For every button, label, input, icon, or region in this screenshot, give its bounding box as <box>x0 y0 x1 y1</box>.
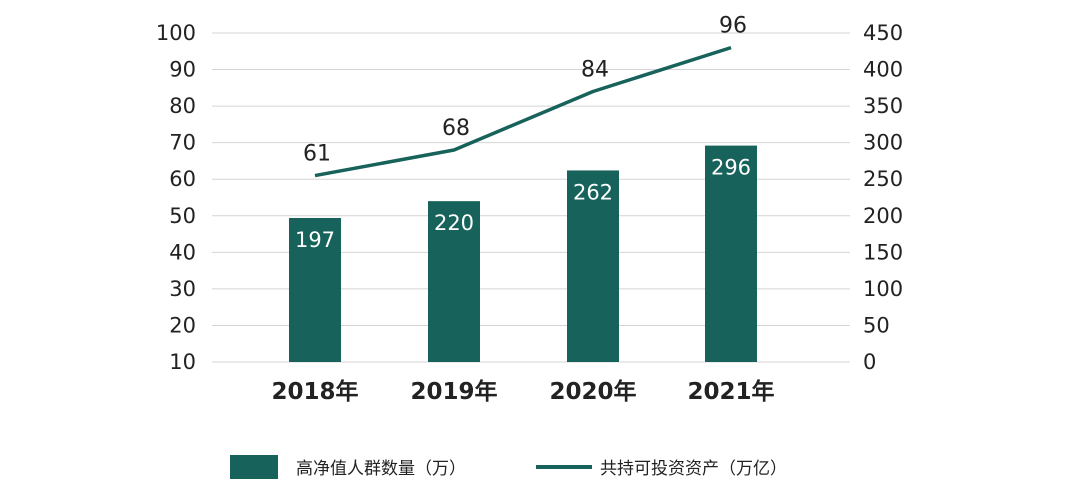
line-series: 61 68 84 96 <box>303 14 747 176</box>
right-tick-label: 100 <box>863 277 903 301</box>
legend-bar-swatch <box>230 455 278 479</box>
left-axis: 100 90 80 70 60 50 40 30 20 10 <box>156 21 196 374</box>
legend-line-label: 共持可投资资产（万亿） <box>600 459 787 479</box>
left-tick-label: 80 <box>169 94 196 118</box>
left-tick-label: 70 <box>169 131 196 155</box>
category-label: 2021年 <box>687 378 774 405</box>
line-value-label: 61 <box>303 142 331 167</box>
left-tick-label: 90 <box>169 58 196 82</box>
left-tick-label: 50 <box>169 204 196 228</box>
right-tick-label: 50 <box>863 313 890 337</box>
line-value-label: 84 <box>581 57 609 82</box>
left-tick-label: 100 <box>156 21 196 45</box>
right-tick-label: 200 <box>863 204 903 228</box>
left-tick-label: 20 <box>169 313 196 337</box>
legend: 高净值人群数量（万） 共持可投资资产（万亿） <box>230 455 787 479</box>
bar-value-label: 296 <box>711 156 751 180</box>
left-tick-label: 30 <box>169 277 196 301</box>
right-tick-label: 150 <box>863 240 903 264</box>
category-label: 2018年 <box>271 378 358 405</box>
bar-value-label: 197 <box>295 228 335 252</box>
right-tick-label: 350 <box>863 94 903 118</box>
series-line <box>315 48 731 176</box>
bar-value-label: 262 <box>573 180 613 204</box>
x-axis: 2018年 2019年 2020年 2021年 <box>271 378 774 405</box>
line-value-label: 96 <box>719 14 747 39</box>
left-tick-label: 40 <box>169 240 196 264</box>
right-tick-label: 400 <box>863 58 903 82</box>
right-tick-label: 450 <box>863 21 903 45</box>
line-value-label: 68 <box>442 116 470 141</box>
bar-series: 197 220 262 296 <box>289 146 757 362</box>
left-tick-label: 60 <box>169 167 196 191</box>
right-tick-label: 250 <box>863 167 903 191</box>
bar-value-label: 220 <box>434 211 474 235</box>
left-tick-label: 10 <box>169 350 196 374</box>
right-axis: 450 400 350 300 250 200 150 100 50 0 <box>863 21 903 374</box>
category-label: 2019年 <box>410 378 497 405</box>
right-tick-label: 0 <box>863 350 876 374</box>
right-tick-label: 300 <box>863 131 903 155</box>
category-label: 2020年 <box>549 378 636 405</box>
legend-bar-label: 高净值人群数量（万） <box>296 459 466 479</box>
